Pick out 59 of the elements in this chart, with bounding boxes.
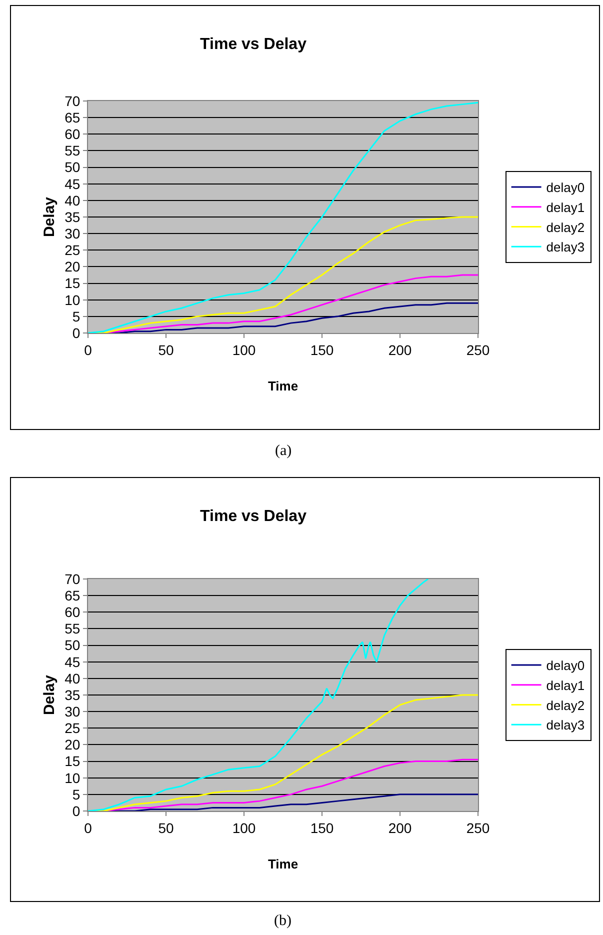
y-tick-label: 35	[64, 208, 80, 225]
y-tick-label: 40	[64, 192, 80, 208]
y-tick-label: 15	[64, 753, 80, 770]
legend-label: delay1	[546, 678, 585, 693]
y-tick-label: 55	[64, 142, 80, 159]
chart-title: Time vs Delay	[200, 36, 307, 54]
y-tick-label: 60	[64, 126, 80, 142]
text: (b)	[274, 913, 292, 929]
x-axis-title: Time	[268, 856, 298, 872]
x-tick-label: 250	[466, 342, 490, 358]
legend-label: delay0	[546, 180, 585, 196]
y-tick-label: 70	[64, 92, 80, 109]
y-tick-label: 50	[64, 637, 80, 654]
y-tick-label: 35	[64, 686, 80, 703]
y-tick-label: 55	[64, 620, 80, 637]
x-tick-label: 250	[466, 820, 490, 836]
text: (a)	[275, 443, 292, 459]
y-tick-label: 20	[64, 736, 80, 753]
chart-title: Time vs Delay	[200, 508, 307, 525]
y-axis-title: Delay	[40, 674, 58, 716]
y-tick-label: 30	[64, 703, 80, 720]
x-axis-title: Time	[268, 378, 298, 394]
y-tick-label: 5	[72, 308, 80, 324]
x-tick-label: 100	[232, 342, 256, 358]
y-tick-label: 10	[64, 292, 80, 308]
x-tick-label: 100	[232, 820, 256, 836]
x-tick-label: 0	[84, 820, 92, 836]
y-tick-label: 65	[64, 109, 80, 126]
x-tick-label: 50	[158, 342, 174, 358]
y-tick-label: 70	[64, 570, 80, 587]
legend-label: delay1	[546, 200, 585, 215]
legend-label: delay2	[546, 698, 585, 713]
legend-label: delay2	[546, 220, 585, 235]
y-tick-label: 0	[72, 802, 80, 819]
y-tick-label: 65	[64, 587, 80, 604]
x-tick-label: 50	[158, 820, 174, 836]
x-tick-label: 150	[310, 820, 334, 836]
y-tick-label: 5	[72, 786, 80, 802]
legend-label: delay3	[546, 240, 585, 255]
y-tick-label: 0	[72, 324, 80, 341]
line-series	[88, 579, 429, 811]
x-tick-label: 200	[388, 342, 412, 358]
y-tick-label: 45	[64, 176, 80, 192]
y-tick-label: 45	[64, 654, 80, 670]
y-tick-label: 50	[64, 159, 80, 176]
y-tick-label: 40	[64, 670, 80, 686]
x-tick-label: 0	[84, 342, 92, 358]
y-tick-label: 25	[64, 720, 80, 736]
y-tick-label: 30	[64, 225, 80, 242]
x-tick-label: 150	[310, 342, 334, 358]
y-axis-title: Delay	[40, 196, 58, 238]
legend-label: delay3	[546, 718, 585, 733]
y-tick-label: 20	[64, 258, 80, 275]
y-tick-label: 15	[64, 275, 80, 292]
legend-label: delay0	[546, 658, 585, 674]
y-tick-label: 25	[64, 242, 80, 258]
y-tick-label: 60	[64, 604, 80, 620]
x-tick-label: 200	[388, 820, 412, 836]
y-tick-label: 10	[64, 770, 80, 786]
